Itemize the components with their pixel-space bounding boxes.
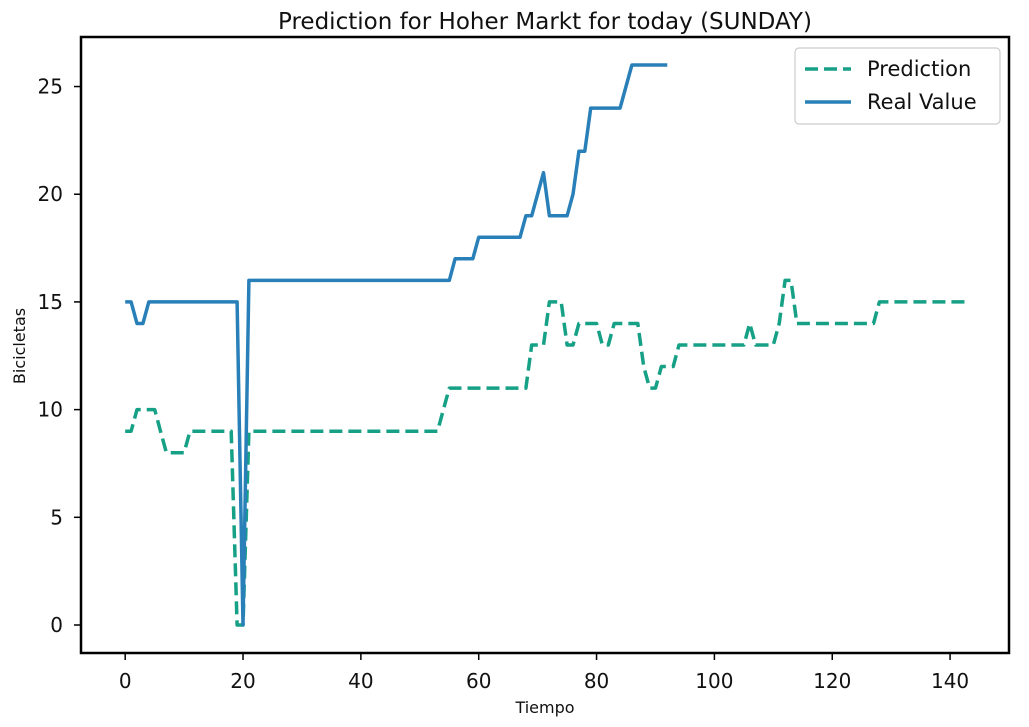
series-layer [125,63,968,627]
x-tick-label: 80 [584,669,609,693]
x-tick-label: 40 [348,669,373,693]
y-tick-label: 15 [38,290,63,314]
y-tick-label: 25 [38,75,63,99]
chart-title: Prediction for Hoher Markt for today (SU… [278,9,812,35]
legend-label-prediction: Prediction [867,57,971,81]
x-tick-label: 120 [813,669,851,693]
x-tick-label: 100 [695,669,733,693]
legend-label-real-value: Real Value [867,90,977,114]
legend-box [794,47,1001,125]
y-tick-label: 0 [50,613,63,637]
y-tick-label: 10 [38,398,63,422]
y-axis-title: Bicicletas [10,308,29,384]
x-tick-label: 140 [931,669,969,693]
x-axis-ticks: 0 20 40 60 80 100 120 140 [119,653,969,693]
y-tick-label: 20 [38,182,63,206]
legend: Prediction Real Value [794,47,1001,125]
series-line-real-value [125,63,668,627]
x-tick-label: 20 [230,669,255,693]
x-tick-label: 0 [119,669,132,693]
series-line-prediction [125,278,968,627]
x-tick-label: 60 [466,669,491,693]
y-tick-label: 5 [50,505,63,529]
x-axis-title: Tiempo [514,698,574,717]
plot-area-frame [79,35,1011,655]
y-axis-ticks: 0 5 10 15 20 25 [38,75,81,637]
